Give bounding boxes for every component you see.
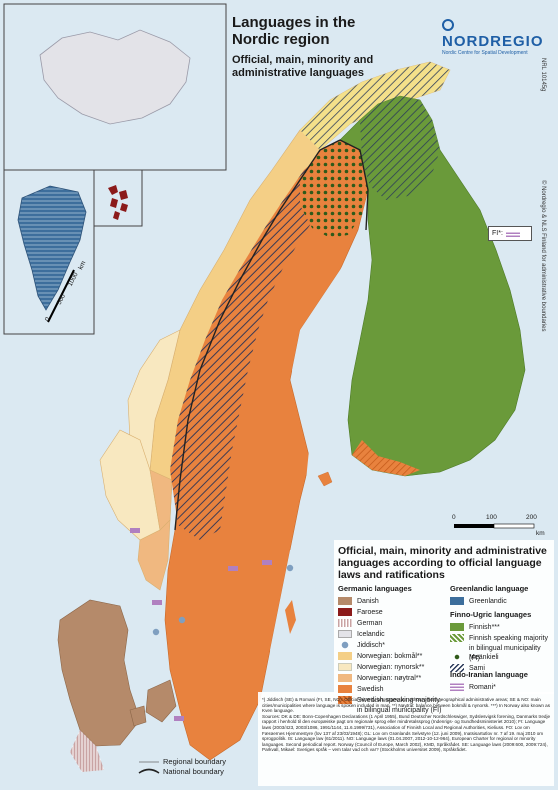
legend-item: Norwegian: nøytral** (338, 674, 446, 684)
sweden-finland-boundary (339, 139, 369, 231)
boundary-legend: Regional boundary National boundary (139, 757, 226, 777)
map-id: NRL 10145g (540, 58, 546, 92)
legend-heading: Finno-Ugric languages (450, 610, 532, 619)
gotland (285, 600, 296, 634)
swatch (338, 619, 352, 627)
swatch (450, 664, 464, 672)
swatch (338, 696, 352, 704)
map-subtitle: Official, main, minority and administrat… (232, 54, 374, 79)
copyright: © Nordregio & NLS Finland for administra… (540, 180, 546, 332)
sources-panel (258, 692, 554, 786)
logo-tagline: Nordic Centre for Spatial Development (442, 50, 528, 56)
legend-item: Swedish speaking majority in bilingual m… (338, 696, 446, 714)
legend-heading: Indo-Iranian language (450, 670, 528, 679)
fi-romani-swatch (505, 230, 520, 237)
norway-sweden-boundary (174, 139, 341, 531)
swatch (450, 634, 464, 642)
greenland-region (17, 185, 87, 311)
legend-item: Finnish speaking majority in bilingual m… (450, 634, 552, 662)
notes: *) Jiddisch (SE) & Romani (FI, SE, NO): … (262, 697, 551, 714)
legend-item: Romani* (450, 683, 552, 693)
legend-item: Greenlandic (450, 597, 552, 607)
swatch (338, 597, 352, 605)
finland-sami-region (360, 96, 440, 200)
gulf-of-bothnia (292, 240, 366, 550)
swatch (338, 674, 352, 682)
national-boundary-line (138, 768, 160, 774)
legend-heading: Greenlandic language (450, 584, 529, 593)
fi-legend-box: FI*: (488, 226, 532, 241)
legend-greenlandic: Greenlandic language Greenlandic (450, 584, 552, 608)
swatch (338, 652, 352, 660)
legend-item: Norwegian: bokmål** (338, 652, 446, 662)
legend-indo-iranian: Indo-Iranian language Romani* (450, 670, 552, 694)
legend-item: German (338, 619, 446, 629)
legend-item: Norwegian: nynorsk** (338, 663, 446, 673)
legend-item: Swedish (338, 685, 446, 695)
main-scale-200: 200 (526, 514, 537, 521)
main-scale-100: 100 (486, 514, 497, 521)
title-box: Languages in the Nordic region Official,… (232, 14, 392, 80)
city-marks (130, 528, 294, 721)
meankieli-region (300, 140, 368, 238)
norway-neutral-region (149, 469, 173, 531)
swatch (450, 623, 464, 631)
swatch (450, 653, 464, 661)
legend-item: Danish (338, 597, 446, 607)
main-scale-bar (454, 523, 535, 529)
legend-item: Finnish*** (450, 623, 552, 633)
national-boundary-label: National boundary (163, 767, 224, 776)
legend-item: Icelandic (338, 630, 446, 640)
jutland-region (57, 599, 141, 747)
swatch (338, 641, 352, 649)
sweden-sami-region (170, 154, 330, 540)
map-title: Languages in the Nordic region (232, 14, 356, 48)
swatch (338, 630, 352, 638)
finland-swedish-coast (352, 440, 420, 476)
swatch (450, 683, 464, 691)
regional-boundary-label: Regional boundary (163, 757, 226, 766)
legend-germanic: Germanic languages Danish Faroese German… (338, 584, 446, 715)
fi-label: FI*: (492, 230, 503, 237)
iceland-region (39, 29, 191, 125)
legend-panel (334, 540, 554, 694)
main-scale-0: 0 (452, 514, 456, 521)
legend-item: Jiddisch* (338, 641, 446, 651)
faroe-islands (108, 185, 128, 220)
legend-heading: Germanic languages (338, 584, 412, 593)
aland-islands (317, 471, 333, 487)
funen-region (129, 705, 147, 727)
inset-scale-bar (47, 269, 75, 323)
legend-item: Sami (450, 664, 552, 674)
legend-item: Meänkieli (450, 653, 552, 663)
logo-name: NORDREGIO (442, 33, 544, 50)
legend-title: Official, main, minority and administrat… (338, 545, 547, 581)
swatch (338, 663, 352, 671)
german-minority-region (70, 730, 104, 772)
norway-nynorsk-region (127, 329, 181, 471)
baltic-sea (270, 480, 440, 680)
north-norway-sami-region (300, 62, 450, 150)
sources-text: *) Jiddisch (SE) & Romani (FI, SE, NO): … (262, 697, 552, 753)
nordregio-logo: NORDREGIO Nordic Centre for Spatial Deve… (442, 16, 552, 56)
legend-finno-ugric: Finno-Ugric languages Finnish*** Finnish… (450, 610, 552, 675)
swatch (338, 608, 352, 616)
nordregio-logo-icon (442, 19, 454, 32)
legend-item: Faroese (338, 608, 446, 618)
zealand-region (145, 679, 177, 723)
swatch (338, 685, 352, 693)
sources: Sources: DK & DE: Bonn-Copenhagen Declar… (262, 713, 551, 753)
main-scale-unit: km (536, 530, 545, 537)
swatch (450, 597, 464, 605)
